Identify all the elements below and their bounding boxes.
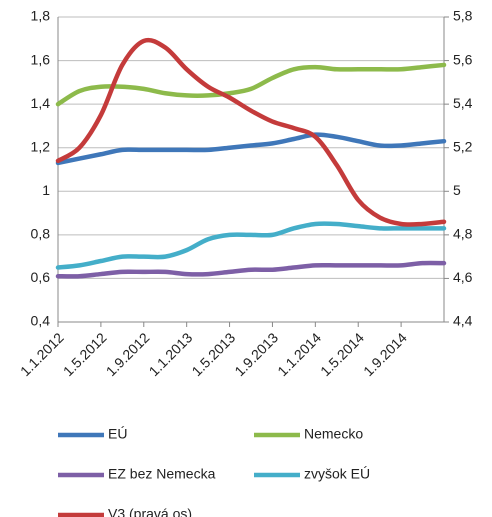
y-tick-label: 0,6 <box>31 269 51 285</box>
y2-tick-label: 5,6 <box>453 51 473 67</box>
x-tick-label: 1.1.2013 <box>146 329 196 379</box>
x-tick-label: 1.1.2014 <box>274 329 324 379</box>
x-tick-label: 1.1.2012 <box>17 329 67 379</box>
y2-tick-label: 4,4 <box>453 313 473 329</box>
y-tick-label: 1,2 <box>31 138 51 154</box>
y-tick-label: 1,4 <box>31 95 51 111</box>
x-tick-label: 1.5.2013 <box>188 329 238 379</box>
series-line <box>55 62 447 107</box>
y2-tick-label: 4,8 <box>453 226 473 242</box>
y-tick-label: 1,6 <box>31 51 51 67</box>
legend-label: Nemecko <box>304 426 363 442</box>
y-tick-label: 0,8 <box>31 226 51 242</box>
legend-label: EÚ <box>108 426 127 442</box>
y2-tick-label: 5 <box>453 182 461 198</box>
y2-tick-label: 4,6 <box>453 269 473 285</box>
x-tick-label: 1.5.2014 <box>317 329 367 379</box>
x-tick-label: 1.9.2012 <box>103 329 153 379</box>
series-line <box>55 37 447 227</box>
series-line <box>55 132 447 166</box>
legend-label: V3 (pravá os) <box>108 506 192 517</box>
y-tick-label: 1 <box>42 182 50 198</box>
series-line <box>55 260 447 279</box>
x-tick-label: 1.5.2012 <box>60 329 110 379</box>
y-tick-label: 0,4 <box>31 313 51 329</box>
y2-tick-label: 5,8 <box>453 8 473 24</box>
y2-tick-label: 5,4 <box>453 95 473 111</box>
series-line <box>55 221 447 270</box>
legend-label: EZ bez Nemecka <box>108 466 216 482</box>
x-tick-label: 1.9.2013 <box>231 329 281 379</box>
y2-tick-label: 5,2 <box>453 138 473 154</box>
legend-label: zvyšok EÚ <box>304 466 370 482</box>
y-tick-label: 1,8 <box>31 8 51 24</box>
x-tick-label: 1.9.2014 <box>360 329 410 379</box>
